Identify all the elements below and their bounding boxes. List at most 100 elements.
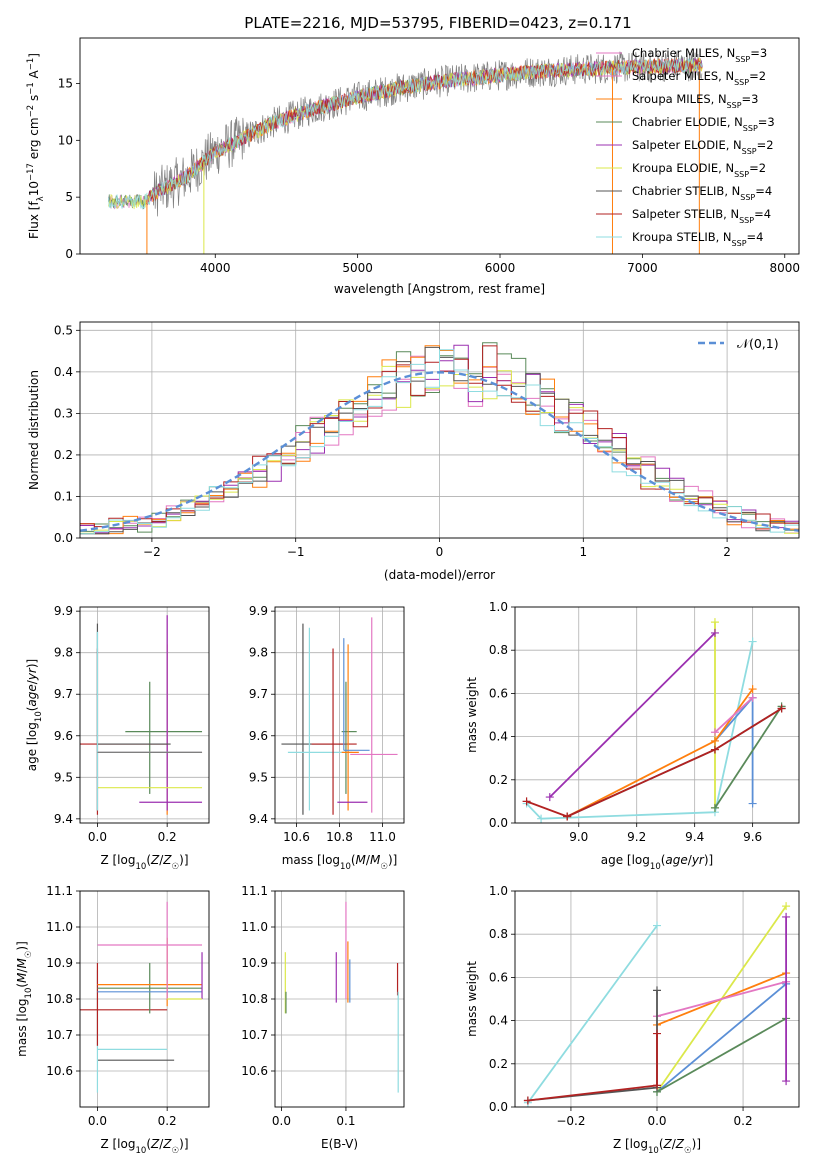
weight-series-line <box>656 1017 787 1093</box>
label-part: ( <box>25 707 39 712</box>
y-tick-label: 11.0 <box>46 920 73 934</box>
label-part: age [log <box>601 853 650 867</box>
y-tick-label: 0.2 <box>489 1057 508 1071</box>
y-tick-label: 0.2 <box>489 773 508 787</box>
axes-frame <box>79 321 800 539</box>
legend-name: Salpeter MILES, N <box>632 69 734 83</box>
label-part: M <box>15 958 29 969</box>
y-tick-label: 10.8 <box>46 992 73 1006</box>
label-part: mass weight <box>465 677 479 753</box>
label-part: −17 <box>26 163 36 181</box>
legend-n: =2 <box>749 161 766 175</box>
label-part: 10 <box>650 862 661 872</box>
y-tick-label: 10 <box>58 133 73 147</box>
y-tick-label: 9.8 <box>54 646 73 660</box>
y-tick-label: 0.8 <box>489 927 508 941</box>
mass-vs-Z-axes <box>76 890 209 1111</box>
age-vs-Z-ylabel: age [log10(age/yr)] <box>25 659 44 772</box>
label-part: / <box>159 1137 164 1151</box>
legend-sub: SSP <box>732 239 747 248</box>
legend-name: Salpeter ELODIE, N <box>632 138 742 152</box>
mass-vs-EBV-xlabel: E(B-V) <box>321 1137 358 1151</box>
weight-point-marker <box>653 1029 661 1038</box>
label-part: Flux [f <box>27 201 41 239</box>
weight-point-marker <box>537 814 546 823</box>
legend-name: Kroupa MILES, N <box>632 92 727 106</box>
label-part: 10 <box>27 181 41 196</box>
age-vs-mass-axes <box>271 607 404 827</box>
label-part: erg cm <box>27 117 41 163</box>
y-tick-label: 11.1 <box>241 884 268 898</box>
weight-series-line <box>656 983 787 1093</box>
legend-name: Salpeter STELIB, N <box>632 207 739 221</box>
y-tick-label: 10.9 <box>241 956 268 970</box>
x-tick-label: 0.0 <box>647 1114 666 1128</box>
label-part: ( <box>659 1137 664 1151</box>
label-part: Z <box>162 853 172 867</box>
x-tick-label: 2 <box>723 545 731 559</box>
y-tick-label: 9.4 <box>54 812 73 826</box>
label-part: 10 <box>24 988 34 999</box>
label-part: 10 <box>340 862 351 872</box>
label-part: M <box>356 853 367 867</box>
legend-entry: Kroupa MILES, NSSP=3 <box>632 92 758 110</box>
y-tick-label: 0.0 <box>489 1100 508 1114</box>
weight-point-marker <box>777 704 786 713</box>
label-part: Z <box>675 1137 685 1151</box>
y-tick-label: 9.7 <box>54 687 73 701</box>
weight-series-line <box>714 705 783 809</box>
weight-point-marker <box>710 803 719 812</box>
spectrum-xlabel: wavelength [Angstrom, rest frame] <box>334 282 545 296</box>
x-tick-label: 4000 <box>200 261 231 275</box>
age-vs-Z-xlabel: Z [log10(Z/Z☉)] <box>100 853 188 872</box>
residuals-ylabel: Normed distribution <box>27 370 41 490</box>
weight-point-marker <box>563 812 572 821</box>
weight-series-line <box>525 641 754 820</box>
x-tick-label: −0.2 <box>556 1114 585 1128</box>
label-part: 10 <box>135 862 146 872</box>
label-part: ( <box>351 853 356 867</box>
weight-point-marker <box>522 797 531 806</box>
weight-vs-Z-ylabel: mass weight <box>465 961 479 1037</box>
weight-point-marker <box>653 921 661 930</box>
y-tick-label: 0.4 <box>489 730 508 744</box>
axes-frame <box>79 606 210 824</box>
x-tick-label: 0.1 <box>336 1114 355 1128</box>
residuals-xlabel: (data-model)/error <box>384 568 495 582</box>
axes-frame <box>79 890 210 1108</box>
y-tick-label: 10.7 <box>46 1028 73 1042</box>
weight-point-marker <box>653 1081 661 1090</box>
x-tick-label: −1 <box>287 545 305 559</box>
legend-n: =3 <box>742 92 759 106</box>
weight-point-marker <box>748 799 757 808</box>
weight-series-line <box>527 990 658 1102</box>
legend-entry: Chabrier MILES, NSSP=3 <box>632 46 767 64</box>
label-part: ☉ <box>24 951 34 959</box>
y-tick-label: 0.3 <box>54 406 73 420</box>
label-part: )] <box>704 853 713 867</box>
y-tick-label: 9.9 <box>249 604 268 618</box>
spectrum-ylabel: Flux [fλ10−17 erg cm−2 s−1 A−1] <box>26 53 46 239</box>
weight-point-marker <box>782 902 791 911</box>
y-tick-label: 9.9 <box>54 604 73 618</box>
legend-n: =3 <box>758 115 775 129</box>
x-tick-label: 0.0 <box>88 830 107 844</box>
y-tick-label: 1.0 <box>489 600 508 614</box>
legend-n: =4 <box>754 207 771 221</box>
label-part: Normed distribution <box>27 370 41 490</box>
weight-vs-age-axes <box>511 606 799 827</box>
axes-frame <box>514 606 800 824</box>
y-tick-label: 0.4 <box>54 365 73 379</box>
y-tick-label: 10.9 <box>46 956 73 970</box>
legend-entry: Kroupa ELODIE, NSSP=2 <box>632 161 766 179</box>
legend-entry: Salpeter STELIB, NSSP=4 <box>632 207 771 225</box>
legend-n: =4 <box>755 184 772 198</box>
weight-point-marker <box>545 793 554 802</box>
legend-name: Chabrier ELODIE, N <box>632 115 743 129</box>
label-part: )] <box>179 853 188 867</box>
legend-n: =2 <box>749 69 766 83</box>
label-part: Z <box>150 853 160 867</box>
legend-n: =3 <box>750 46 767 60</box>
label-part: )] <box>25 659 39 668</box>
label-part: yr <box>25 667 39 681</box>
